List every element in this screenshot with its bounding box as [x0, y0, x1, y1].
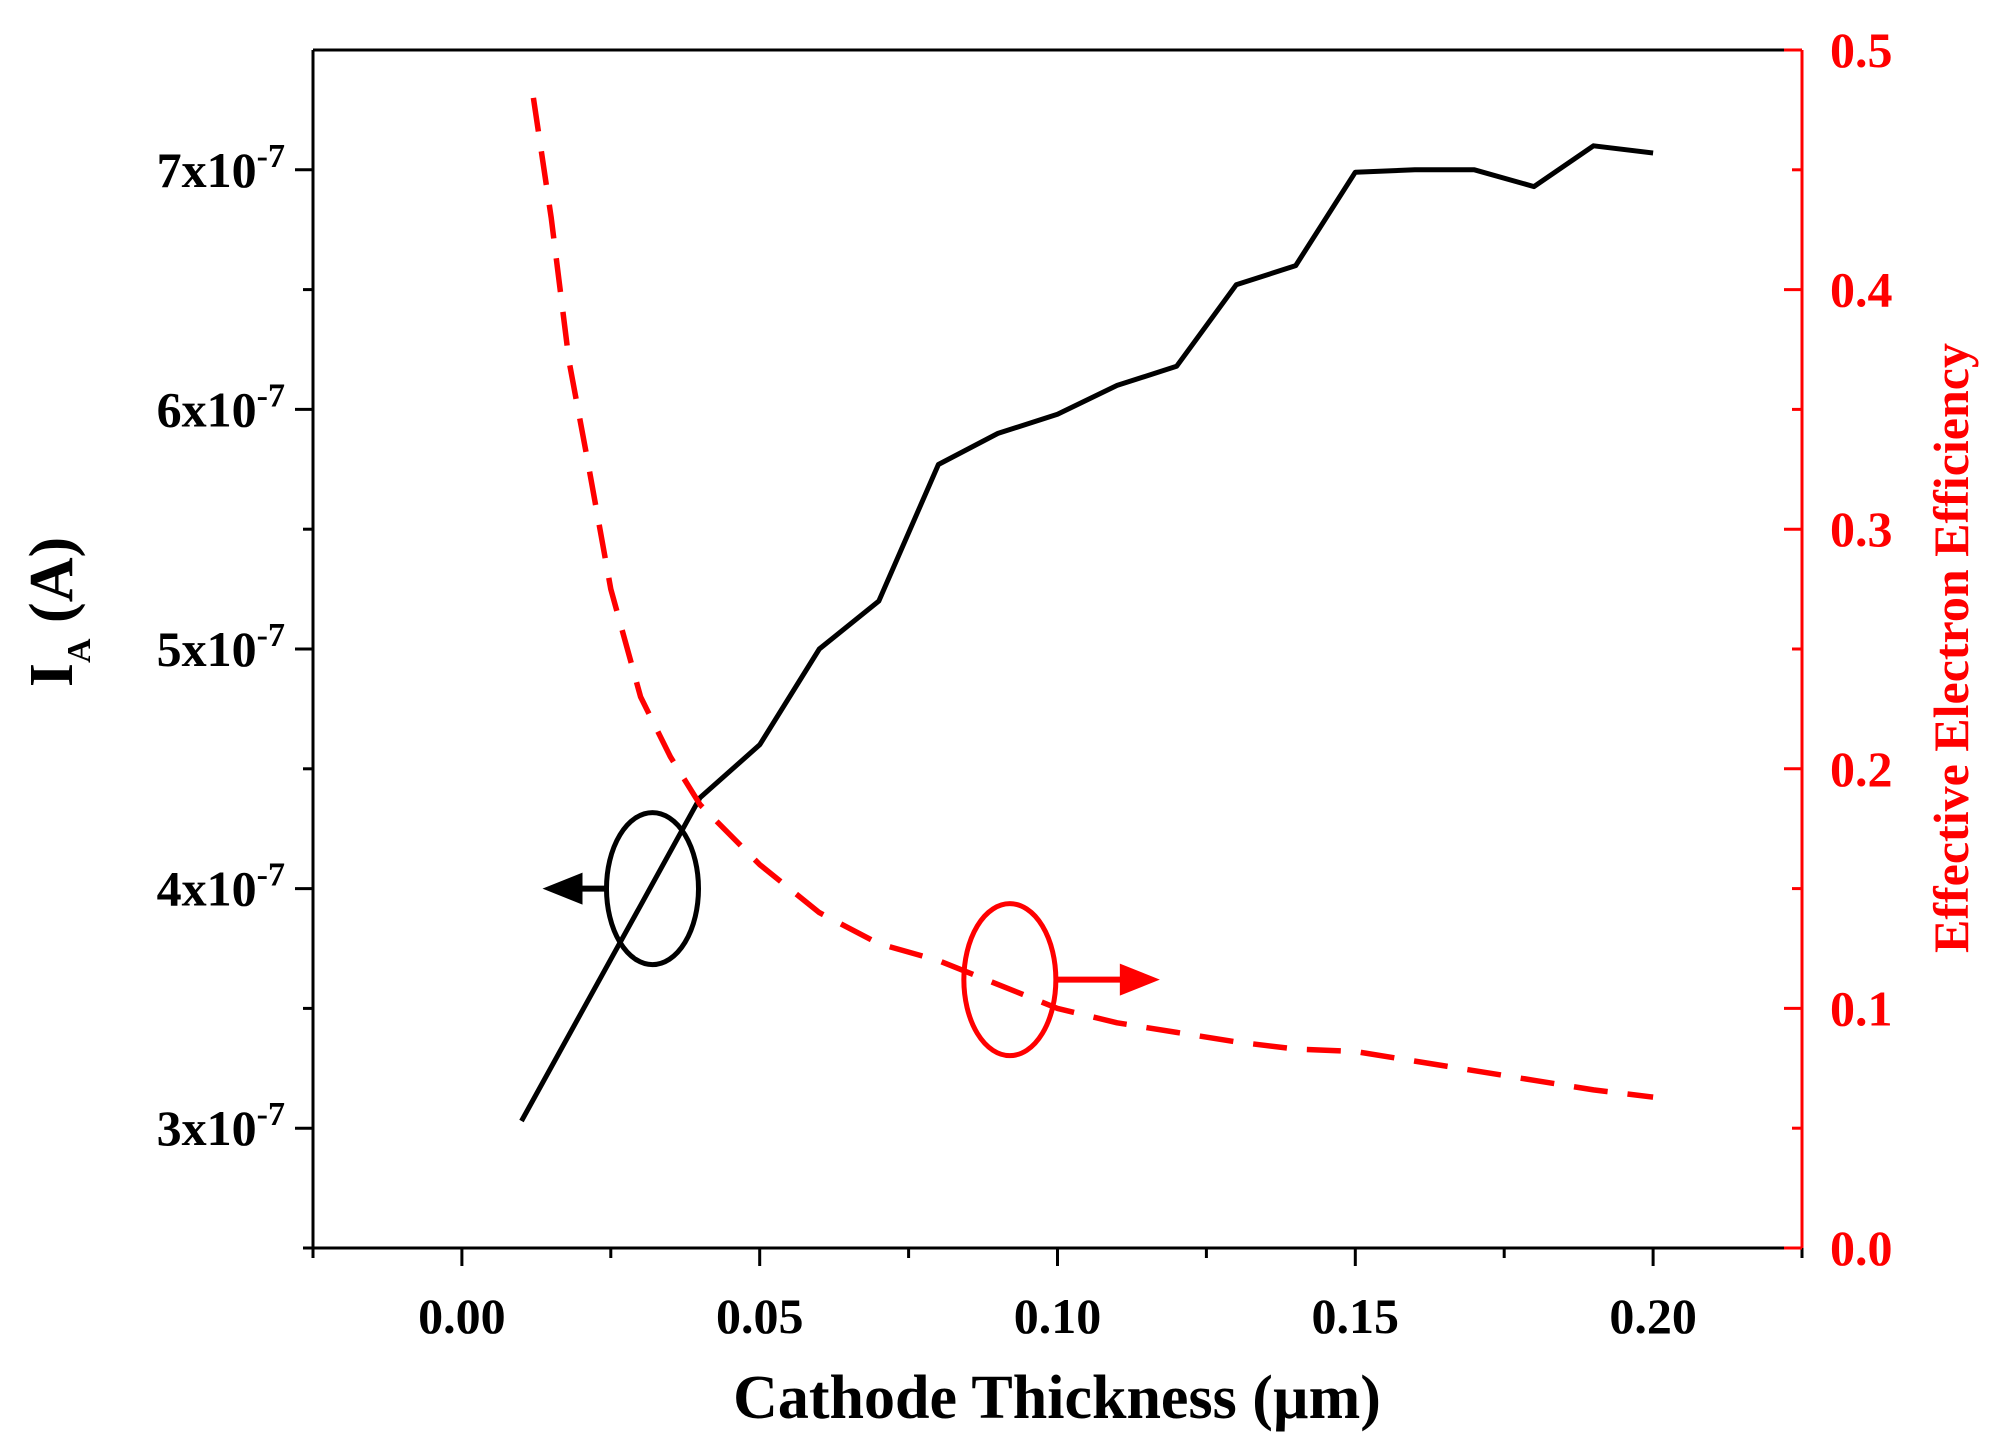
x-tick-label: 0.15 — [1312, 1288, 1400, 1344]
x-tick-label: 0.20 — [1609, 1288, 1697, 1344]
y-tick-label: 6x10-7 — [157, 377, 285, 437]
x-tick-label: 0.05 — [716, 1288, 804, 1344]
y-tick-label: 7x10-7 — [157, 138, 285, 198]
y2-tick-label: 0.2 — [1830, 741, 1893, 797]
y-tick-label: 5x10-7 — [157, 617, 285, 677]
right-arrow-icon — [1119, 963, 1160, 996]
ticks-layer: 0.00 0.05 0.10 0.15 0.20 3x10-7 4x10-7 5x10-7 6x… — [157, 22, 1893, 1344]
y-tick-label: 3x10-7 — [157, 1096, 285, 1156]
y2-tick-label: 0.1 — [1830, 980, 1893, 1036]
left-y-axis-title: IA (A) — [18, 537, 98, 687]
left-arrow-icon — [542, 872, 583, 905]
current-series-line — [519, 143, 1654, 1123]
y2-tick-label: 0.4 — [1830, 262, 1893, 318]
annotation-layer — [542, 810, 1160, 1059]
y2-tick-label: 0.5 — [1830, 22, 1893, 78]
ylabel-unit: (A) — [18, 537, 86, 639]
x-tick-label: 0.00 — [418, 1288, 506, 1344]
ylabel-sub: A — [61, 638, 98, 663]
right-y-axis-title: Effective Electron Efficiency — [1923, 343, 1979, 953]
ylabel-main: I — [18, 663, 86, 687]
x-tick-label: 0.10 — [1014, 1288, 1102, 1344]
series-layer — [519, 97, 1654, 1123]
y2-tick-label: 0.0 — [1830, 1220, 1893, 1276]
y-tick-label: 4x10-7 — [157, 857, 285, 917]
y2-tick-label: 0.3 — [1830, 501, 1893, 557]
efficiency-series-line — [530, 97, 1654, 1100]
x-axis-title: Cathode Thickness (µm) — [733, 1364, 1381, 1432]
